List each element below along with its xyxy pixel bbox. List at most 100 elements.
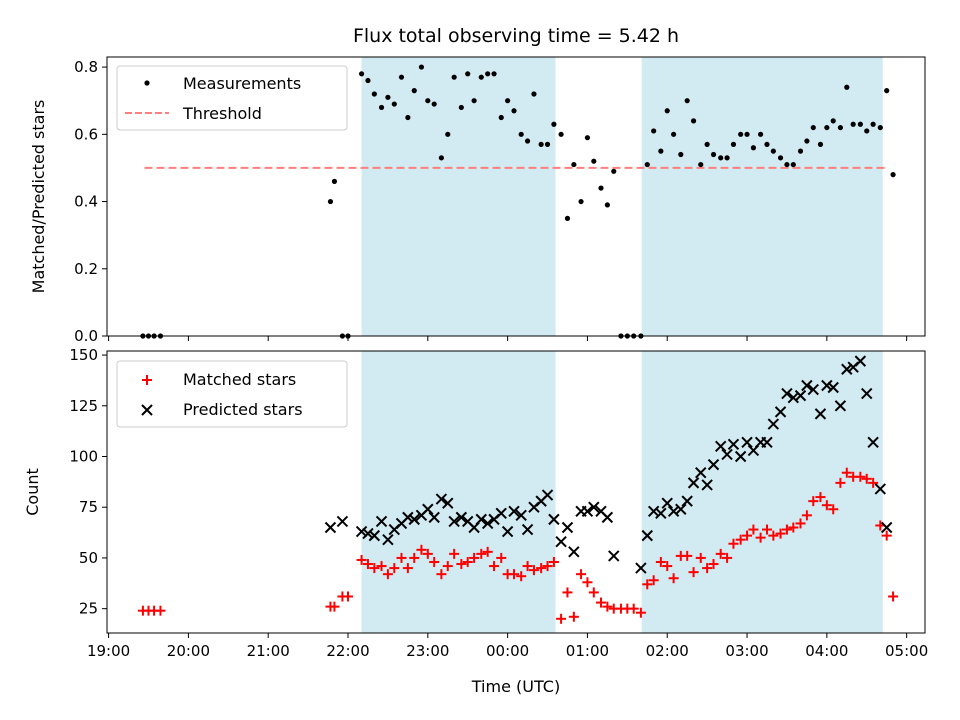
predicted-point: [721, 448, 733, 461]
y-tick-label: 0.6: [74, 125, 98, 143]
x-tick-label: 21:00: [247, 642, 290, 660]
predicted-point: [568, 546, 580, 558]
predicted-point: [608, 550, 620, 562]
cross-b: [635, 562, 647, 574]
predicted-point: [448, 515, 460, 528]
predicted-point: [695, 467, 707, 479]
x-tick-label: 23:00: [406, 642, 449, 660]
measurement-point: [598, 185, 604, 191]
matched-point: [748, 524, 759, 535]
predicted-point: [667, 505, 680, 517]
matched-point: [815, 492, 826, 503]
predicted-point: [481, 517, 494, 530]
matched-point: [828, 504, 839, 515]
matched-point: [556, 613, 567, 624]
matched-point: [396, 552, 407, 563]
predicted-point: [435, 493, 448, 505]
predicted-point: [867, 436, 879, 449]
matched-point: [648, 575, 659, 586]
measurement-point: [485, 71, 491, 77]
top-y-axis-label: Matched/Predicted stars: [29, 100, 48, 294]
cross-b: [701, 479, 713, 491]
count-panel: 25 50 75 100 125 150 19:00 20:00 21:00 22:00 23:0…: [23, 346, 928, 696]
matched-point: [542, 561, 553, 572]
measurement-point: [810, 124, 816, 131]
x-tick-label: 00:00: [486, 642, 529, 660]
predicted-point: [655, 507, 667, 520]
cross-b: [861, 387, 873, 400]
predicted-point: [834, 400, 847, 412]
matched-point: [376, 561, 387, 572]
cross-b: [667, 505, 680, 517]
matched-point: [868, 477, 879, 488]
x-tick-label: 20:00: [167, 642, 210, 660]
x-tick-label: 22:00: [326, 642, 369, 660]
cross-b: [761, 436, 773, 449]
matched-point: [356, 554, 367, 565]
matched-point: [369, 563, 380, 574]
predicted-point: [734, 450, 747, 463]
matched-point: [768, 530, 779, 541]
matched-point: [821, 500, 832, 511]
measurement-point: [518, 131, 524, 137]
predicted-point: [861, 387, 873, 400]
matched-point: [881, 530, 892, 541]
cross-b: [807, 383, 819, 396]
x-tick-label: 01:00: [566, 642, 609, 660]
measurement-point: [890, 172, 896, 178]
predicted-point: [767, 418, 780, 430]
matched-point: [436, 569, 447, 580]
measurement-point: [664, 108, 670, 114]
cross-b: [501, 525, 514, 538]
cross-b: [801, 379, 813, 392]
bottom-y-axis-label: Count: [23, 468, 42, 516]
predicted-point: [455, 511, 468, 524]
measurement-point: [658, 148, 664, 154]
bottom-axes-frame: [106, 350, 926, 634]
predicted-point: [382, 533, 394, 546]
measurement-point: [784, 161, 790, 168]
measurement-point: [651, 128, 657, 134]
measurement-point: [730, 141, 737, 147]
cross-b: [827, 381, 839, 394]
measurement-point: [438, 155, 444, 161]
predicted-point: [428, 511, 440, 524]
measurement-point: [758, 131, 764, 137]
matched-point: [595, 597, 606, 608]
matched-point: [708, 559, 719, 570]
matched-point: [462, 556, 473, 567]
cross-b: [841, 363, 853, 375]
cross-b: [601, 511, 614, 524]
predicted-point: [355, 525, 368, 538]
matched-point: [628, 603, 639, 614]
matched-point: [688, 567, 699, 578]
predicted-point: [794, 389, 807, 402]
y-tick-label: 150: [69, 346, 98, 364]
cross-b: [382, 533, 394, 546]
matched-point: [562, 587, 573, 598]
predicted-point: [588, 501, 600, 513]
predicted-point: [774, 406, 787, 418]
predicted-point: [368, 529, 381, 542]
predicted-point: [501, 525, 514, 538]
matched-point: [429, 556, 440, 567]
y-tick-label: 0.8: [74, 58, 98, 76]
cross-b: [834, 400, 847, 412]
cross-b: [548, 513, 560, 526]
cross-b: [448, 515, 460, 528]
measurement-point: [418, 64, 425, 70]
predicted-point: [336, 515, 349, 528]
measurement-point: [425, 98, 431, 104]
x-tick-label: 02:00: [646, 642, 689, 660]
cross-b: [455, 511, 468, 524]
matched-point: [516, 571, 527, 582]
measurement-point: [864, 128, 870, 134]
predicted-point: [375, 515, 388, 528]
matched-point: [469, 552, 480, 563]
predicted-point: [681, 495, 693, 507]
measurement-point: [391, 101, 397, 107]
cross-b: [727, 438, 740, 451]
cross-b: [324, 521, 337, 534]
predicted-point: [601, 511, 614, 524]
matched-point: [548, 556, 559, 567]
